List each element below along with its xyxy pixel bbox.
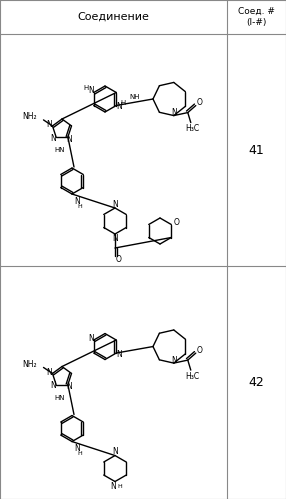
Text: N: N <box>116 349 122 359</box>
Text: N: N <box>47 368 52 377</box>
Text: N: N <box>171 108 177 117</box>
Text: NH₂: NH₂ <box>22 360 37 369</box>
Text: Соед. #
(I-#): Соед. # (I-#) <box>238 7 275 26</box>
Text: N: N <box>74 444 80 453</box>
Text: N: N <box>112 447 118 456</box>
Text: NH: NH <box>129 94 140 100</box>
Text: 41: 41 <box>249 144 265 157</box>
Text: N: N <box>110 482 116 491</box>
Bar <box>0 0 286 34</box>
Text: N: N <box>88 333 94 342</box>
Text: H: H <box>78 204 82 209</box>
Text: H₃C: H₃C <box>186 124 200 133</box>
Bar <box>227 34 286 266</box>
Text: H₃C: H₃C <box>186 372 200 381</box>
Text: HN: HN <box>55 395 65 401</box>
Text: N: N <box>116 102 122 111</box>
Text: O: O <box>116 255 122 264</box>
Text: N: N <box>112 234 118 243</box>
Text: H: H <box>83 84 88 90</box>
Text: N: N <box>50 381 56 390</box>
Text: Соединение: Соединение <box>78 12 150 22</box>
Text: N: N <box>66 382 72 391</box>
Text: N: N <box>50 134 56 143</box>
Text: NH₂: NH₂ <box>22 112 37 121</box>
Text: N: N <box>88 86 94 95</box>
Text: N: N <box>66 135 72 144</box>
Text: N: N <box>74 197 80 206</box>
Text: O: O <box>197 346 203 355</box>
Text: H: H <box>118 484 122 489</box>
Text: H: H <box>121 99 126 105</box>
Text: 42: 42 <box>249 376 265 389</box>
Text: N: N <box>47 120 52 129</box>
Bar <box>0 266 227 499</box>
Text: N: N <box>171 356 177 365</box>
Bar <box>227 266 286 499</box>
Text: H: H <box>78 451 82 456</box>
Text: HN: HN <box>55 147 65 153</box>
Bar <box>0 34 227 266</box>
Text: O: O <box>173 218 179 227</box>
Text: O: O <box>197 98 203 107</box>
Text: N: N <box>112 200 118 209</box>
